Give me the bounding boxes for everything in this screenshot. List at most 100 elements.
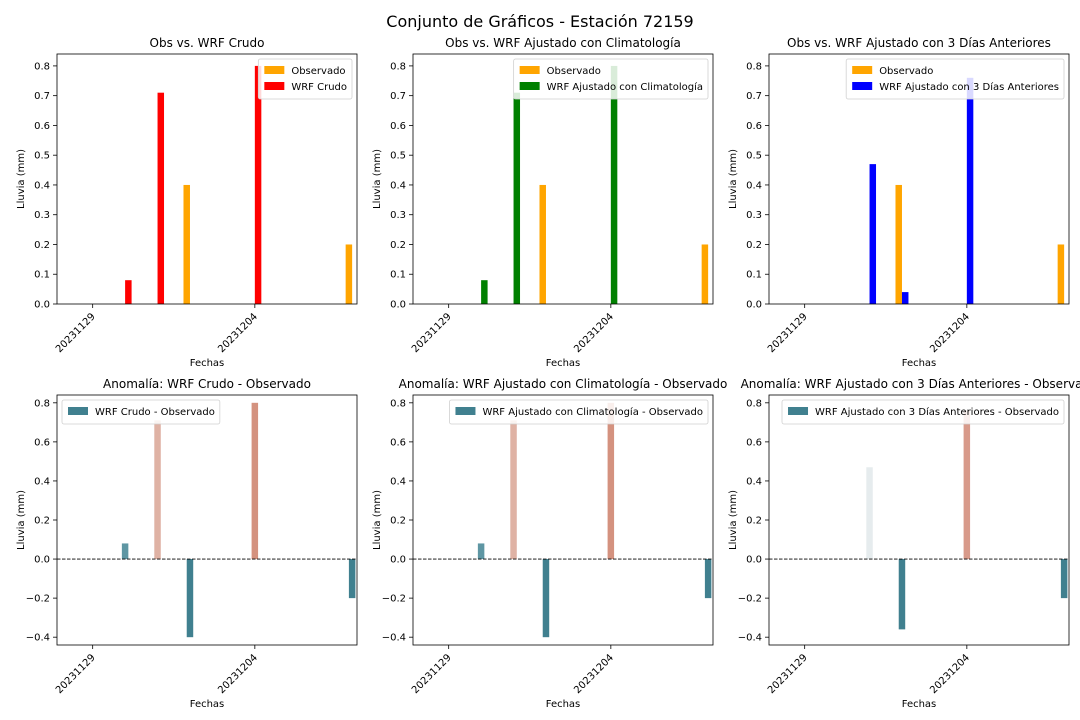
- bar-wrf-crudo-observado-20231201: [154, 420, 161, 560]
- bar-observado-20231202: [895, 184, 902, 304]
- y-tick-label: 0.5: [390, 151, 406, 162]
- bar-observado-20231207: [1057, 244, 1065, 304]
- x-tick-label: 20231204: [216, 652, 260, 696]
- bar-wrf-crudo-20231130: [125, 280, 132, 304]
- y-tick-label: 0.6: [746, 121, 762, 132]
- y-axis-label: Lluvia (mm): [728, 149, 739, 209]
- x-axis-label: Fechas: [902, 699, 937, 710]
- legend-box: [845, 58, 1065, 100]
- bar-wrf-ajustado-con-climatolog-a-observado-20231204: [607, 402, 615, 560]
- y-tick-label: 0.4: [34, 476, 50, 487]
- x-axis-label: Fechas: [546, 699, 581, 710]
- legend-entry: Observado: [547, 66, 601, 77]
- bar-wrf-crudo-20231201: [157, 92, 165, 304]
- y-tick-label: −0.4: [738, 633, 762, 644]
- legend-box: [61, 399, 221, 425]
- y-tick-label: 0.4: [390, 476, 406, 487]
- legend-swatch: [264, 66, 285, 74]
- y-tick-label: 0.1: [746, 270, 762, 281]
- chart-panel-1: Obs vs. WRF Crudo 0.0 0.1 0.2 0.3 0.4 0.5 0.6 0.…: [16, 36, 358, 369]
- bar-wrf-crudo-20231204: [254, 65, 262, 305]
- bar-wrf-ajustado-con-3-d-as-anteriores-observado-20231202: [898, 559, 906, 630]
- legend-box: [513, 58, 709, 100]
- x-tick-label: 20231204: [216, 311, 260, 355]
- bar-wrf-ajustado-con-climatolog-a-observado-20231202: [542, 559, 550, 638]
- y-tick-label: 0.6: [34, 121, 50, 132]
- legend-box: [449, 399, 709, 425]
- bar-wrf-crudo-observado-20231207: [348, 559, 356, 599]
- legend-entry: WRF Ajustado con Climatología - Observad…: [482, 406, 703, 418]
- legend-entry: WRF Ajustado con 3 Días Anteriores: [879, 81, 1059, 93]
- y-tick-label: 0.7: [34, 91, 50, 102]
- y-tick-label: −0.4: [26, 633, 50, 644]
- y-tick-label: 0.1: [34, 270, 50, 281]
- y-tick-label: 0.8: [746, 398, 762, 409]
- legend-entry: Observado: [291, 66, 345, 77]
- x-tick-label: 20231129: [54, 311, 98, 355]
- plot-frame: [768, 53, 1070, 305]
- y-tick-label: 0.8: [390, 61, 406, 72]
- bar-wrf-ajustado-con-climatolog-a-20231130: [481, 280, 488, 304]
- legend-swatch: [519, 82, 540, 90]
- chart-title: Anomalía: WRF Ajustado con Climatología …: [399, 377, 728, 391]
- y-tick-label: 0.7: [390, 91, 406, 102]
- chart-title: Obs vs. WRF Ajustado con 3 Días Anterior…: [787, 36, 1051, 50]
- bar-wrf-ajustado-con-climatolog-a-20231204: [610, 65, 618, 305]
- x-axis-label: Fechas: [902, 358, 937, 369]
- bar-wrf-ajustado-con-3-d-as-anteriores-observado-20231204: [963, 410, 971, 560]
- x-tick-label: 20231129: [410, 652, 454, 696]
- chart-panel-3: Obs vs. WRF Ajustado con 3 Días Anterior…: [728, 36, 1070, 369]
- plot-frame: [56, 394, 358, 646]
- y-axis-label: Lluvia (mm): [372, 490, 383, 550]
- legend-swatch: [455, 407, 476, 415]
- plot-frame: [768, 394, 1070, 646]
- charts-grid: Obs vs. WRF Crudo 0.0 0.1 0.2 0.3 0.4 0.5 0.6 0.…: [16, 36, 1080, 710]
- legend: WRF Ajustado con Climatología - Observad…: [449, 399, 709, 425]
- legend-entry: WRF Ajustado con 3 Días Anteriores - Obs…: [815, 406, 1059, 418]
- chart-panel-6: Anomalía: WRF Ajustado con 3 Días Anteri…: [728, 377, 1080, 710]
- x-tick-label: 20231204: [572, 652, 616, 696]
- y-tick-label: 0.8: [34, 398, 50, 409]
- chart-panel-5: Anomalía: WRF Ajustado con Climatología …: [372, 377, 727, 710]
- bar-observado-20231207: [345, 244, 353, 304]
- y-tick-label: 0.4: [746, 476, 762, 487]
- y-tick-label: 0.6: [390, 437, 406, 448]
- legend-swatch: [68, 407, 88, 415]
- x-tick-label: 20231129: [766, 652, 810, 696]
- plot-frame: [56, 53, 358, 305]
- chart-title: Obs vs. WRF Crudo: [150, 36, 265, 50]
- plot-frame: [412, 394, 714, 646]
- legend-entry: WRF Crudo - Observado: [95, 407, 215, 418]
- legend-entry: WRF Ajustado con Climatología: [547, 81, 703, 93]
- bar-wrf-ajustado-con-3-d-as-anteriores-observado-20231207: [1060, 559, 1068, 599]
- legend-entry: Observado: [879, 66, 933, 77]
- y-tick-label: 0.3: [34, 210, 50, 221]
- y-tick-label: 0.6: [390, 121, 406, 132]
- x-tick-label: 20231204: [572, 311, 616, 355]
- x-tick-label: 20231204: [928, 311, 972, 355]
- y-axis-label: Lluvia (mm): [728, 490, 739, 550]
- y-tick-label: 0.5: [746, 151, 762, 162]
- legend-swatch: [519, 66, 540, 74]
- y-tick-label: 0.3: [746, 210, 762, 221]
- legend: Observado WRF Ajustado con 3 Días Anterio…: [845, 58, 1065, 100]
- y-tick-label: 0.2: [746, 240, 762, 251]
- bar-wrf-ajustado-con-climatolog-a-observado-20231201: [510, 420, 517, 560]
- y-tick-label: 0.0: [390, 300, 406, 311]
- bar-wrf-ajustado-con-3-d-as-anteriores-observado-20231201: [866, 467, 873, 560]
- y-tick-label: 0.7: [746, 91, 762, 102]
- legend-swatch: [264, 82, 285, 90]
- y-tick-label: −0.2: [382, 594, 406, 605]
- bar-wrf-ajustado-con-3-d-as-anteriores-20231202: [901, 292, 909, 304]
- legend: WRF Ajustado con 3 Días Anteriores - Obs…: [781, 399, 1065, 425]
- legend-box: [781, 399, 1065, 425]
- y-tick-label: 0.8: [390, 398, 406, 409]
- y-tick-label: −0.2: [738, 594, 762, 605]
- legend-swatch: [788, 407, 809, 415]
- chart-title: Anomalía: WRF Ajustado con 3 Días Anteri…: [741, 377, 1080, 391]
- bar-wrf-ajustado-con-climatolog-a-observado-20231130: [477, 543, 485, 560]
- bar-observado-20231202: [539, 184, 546, 304]
- bar-observado-20231207: [701, 244, 709, 304]
- legend-swatch: [852, 66, 873, 74]
